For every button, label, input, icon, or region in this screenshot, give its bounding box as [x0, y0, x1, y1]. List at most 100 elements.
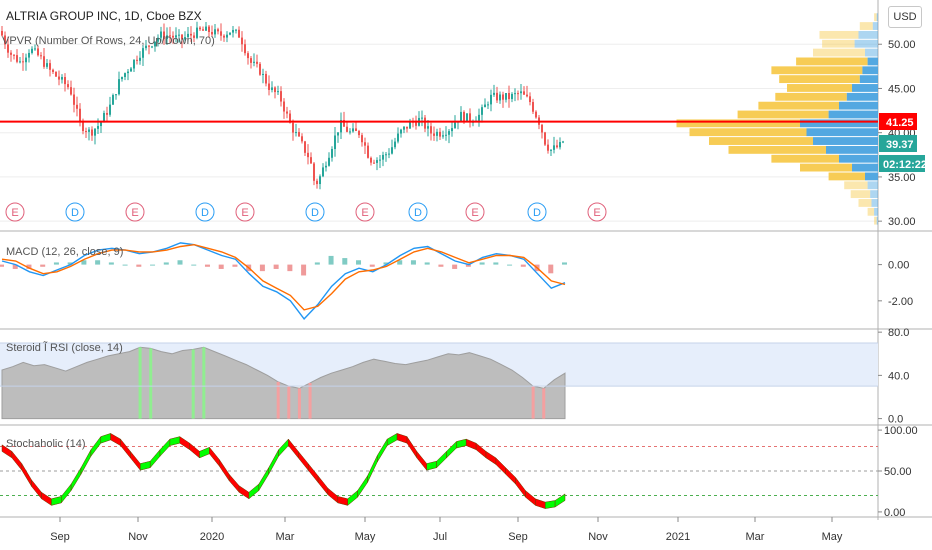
vpvr-label: VPVR (Number Of Rows, 24, Up/Down, 70) — [2, 35, 215, 47]
candle-body — [241, 37, 243, 45]
vp-up-bar — [850, 190, 871, 199]
stoch-ribbon-segment — [554, 493, 566, 508]
candle-body — [295, 132, 297, 134]
candle-body — [277, 91, 279, 93]
vp-up-bar — [758, 101, 839, 110]
candle-body — [76, 104, 78, 109]
candle-body — [499, 94, 501, 101]
vp-down-bar — [859, 75, 878, 84]
candle-body — [316, 180, 318, 185]
vp-down-bar — [858, 30, 878, 39]
event-marker-circle — [587, 202, 607, 222]
candle-body — [253, 61, 255, 63]
x-tick-label: 2020 — [200, 531, 224, 543]
vp-up-bar — [858, 199, 872, 207]
candle-body — [421, 117, 423, 119]
candle-body — [493, 92, 495, 95]
time-axis[interactable]: Sep Nov 2020 Mar May Jul Sep Nov 2021 Mar May — [50, 517, 843, 543]
stoch-ribbon-segment — [544, 500, 556, 509]
stoch-ribbon-segment — [298, 450, 309, 471]
candle-body — [28, 52, 30, 58]
candle-body — [193, 35, 195, 38]
candle-body — [136, 59, 138, 61]
event-marker-label: E — [471, 207, 478, 219]
macd-histogram-bar — [397, 260, 403, 265]
candle-body — [274, 87, 276, 93]
stoch-ribbon-segment — [130, 450, 141, 471]
stoch-ribbon-segment — [61, 483, 72, 504]
macd-histogram-bar — [356, 260, 362, 265]
macd-histogram-bar — [301, 264, 307, 276]
macd-histogram-bar — [67, 262, 73, 265]
candle-body — [103, 112, 105, 123]
rsi-overbought-bar — [149, 348, 153, 419]
volume-profile — [676, 13, 878, 225]
stoch-ribbon-segment — [347, 490, 358, 506]
price-axes[interactable]: 50.0045.0040.0035.0030.000.00-2.0080.040… — [878, 39, 918, 519]
macd-histogram-bar — [95, 260, 101, 265]
macd-histogram-bar — [177, 260, 183, 265]
vp-up-bar — [771, 66, 863, 75]
stoch-ribbon-segment — [110, 432, 121, 447]
candle-body — [220, 31, 222, 36]
candle-body — [289, 113, 291, 123]
macd-histogram-bar — [562, 262, 567, 265]
candle-body — [229, 32, 231, 35]
candle-body — [46, 63, 48, 67]
vp-down-bar — [839, 101, 878, 110]
candle-body — [181, 34, 183, 40]
stoch-ribbon-segment — [525, 490, 536, 506]
candle-body — [112, 95, 114, 105]
stoch-ribbon-segment — [209, 446, 220, 467]
stoch-ribbon-segment — [238, 485, 250, 500]
stoch-ribbon-segment — [357, 475, 368, 499]
candle-body — [502, 94, 504, 100]
event-marker-label: D — [311, 207, 319, 219]
candle-body — [526, 94, 528, 97]
event-marker-label: D — [533, 207, 541, 219]
rsi-pane — [0, 342, 878, 420]
stoch-ribbon-segment — [219, 458, 230, 482]
vp-down-bar — [826, 145, 878, 154]
candle-body — [127, 71, 129, 74]
candle-body — [16, 55, 18, 62]
candle-body — [40, 55, 42, 57]
stoch-ribbon-segment — [21, 462, 32, 488]
candle-body — [226, 34, 228, 38]
stoch-ribbon-segment — [535, 498, 546, 509]
candle-body — [10, 52, 12, 55]
candle-body — [484, 104, 486, 108]
event-marker-label: D — [71, 207, 79, 219]
candle-body — [139, 57, 141, 61]
candle-body — [247, 53, 249, 59]
candle-body — [115, 94, 117, 96]
candle-body — [142, 48, 144, 58]
vp-down-bar — [870, 190, 878, 199]
candle-body — [430, 126, 432, 134]
vp-down-bar — [828, 110, 878, 119]
vp-up-bar — [874, 13, 877, 22]
vp-up-bar — [771, 154, 839, 163]
stoch-ribbon-segment — [51, 496, 62, 506]
candle-body — [82, 121, 84, 132]
vp-up-bar — [813, 48, 865, 57]
candle-body — [163, 31, 165, 40]
y-tick-label: 80.0 — [888, 327, 909, 339]
x-tick-label: Nov — [128, 531, 148, 543]
stoch-ribbon-segment — [11, 450, 23, 471]
countdown-text: 02:12:22 — [883, 159, 927, 171]
stoch-pane — [0, 432, 878, 509]
vp-down-bar — [871, 199, 878, 207]
vp-down-bar — [876, 216, 878, 225]
candle-body — [232, 29, 234, 33]
candle-body — [160, 31, 162, 38]
candle-body — [58, 76, 60, 80]
stoch-ribbon-segment — [169, 436, 181, 446]
currency-button[interactable]: USD — [888, 6, 922, 28]
event-marker-circle — [235, 202, 255, 222]
stoch-ribbon-segment — [288, 438, 299, 459]
candle-body — [388, 153, 390, 155]
stoch-ribbon-segment — [465, 438, 477, 451]
candle-body — [424, 117, 426, 129]
